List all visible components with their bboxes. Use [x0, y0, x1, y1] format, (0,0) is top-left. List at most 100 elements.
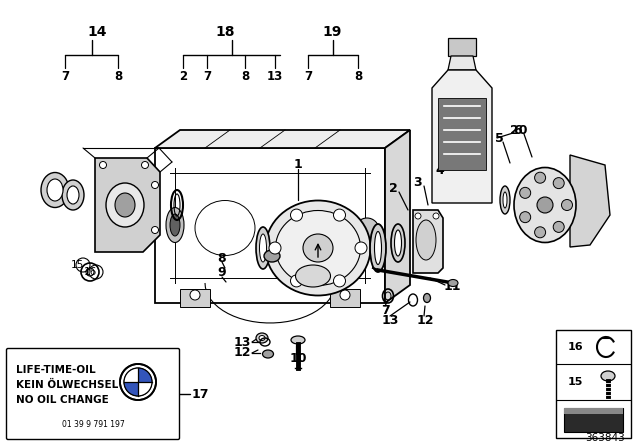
Ellipse shape [503, 192, 507, 208]
Text: 7: 7 [381, 303, 389, 316]
Circle shape [534, 172, 546, 183]
Text: 12: 12 [233, 346, 251, 359]
Circle shape [152, 227, 159, 233]
Text: 9: 9 [218, 267, 227, 280]
Wedge shape [138, 368, 152, 382]
Polygon shape [432, 70, 492, 203]
Circle shape [190, 290, 200, 300]
Polygon shape [155, 130, 410, 148]
Polygon shape [564, 408, 623, 432]
Text: 8: 8 [241, 69, 249, 82]
Circle shape [333, 275, 346, 287]
Ellipse shape [374, 232, 381, 264]
Circle shape [355, 218, 379, 242]
Ellipse shape [394, 230, 401, 256]
Ellipse shape [514, 168, 576, 242]
Circle shape [124, 368, 152, 396]
Circle shape [99, 161, 106, 168]
Wedge shape [124, 382, 138, 396]
Ellipse shape [291, 336, 305, 344]
Bar [330, 289, 360, 307]
Ellipse shape [41, 172, 69, 207]
Text: 8: 8 [114, 69, 122, 82]
Text: 8: 8 [354, 69, 362, 82]
Ellipse shape [67, 186, 79, 204]
Ellipse shape [115, 193, 135, 217]
Ellipse shape [303, 234, 333, 262]
Bar [448, 38, 476, 56]
Circle shape [520, 211, 531, 223]
Ellipse shape [448, 280, 458, 287]
Text: KEIN ÖLWECHSEL: KEIN ÖLWECHSEL [16, 380, 118, 390]
Circle shape [141, 161, 148, 168]
Circle shape [433, 213, 439, 219]
FancyBboxPatch shape [6, 349, 179, 439]
Ellipse shape [370, 224, 386, 272]
Ellipse shape [47, 179, 63, 201]
Ellipse shape [500, 186, 510, 214]
Text: 13: 13 [234, 336, 251, 349]
Text: 6: 6 [514, 124, 522, 137]
Circle shape [553, 177, 564, 189]
Ellipse shape [62, 180, 84, 210]
Circle shape [520, 187, 531, 198]
Text: 2: 2 [179, 69, 187, 82]
Ellipse shape [264, 250, 280, 262]
Bar [564, 408, 623, 414]
Circle shape [152, 181, 159, 189]
Text: 3: 3 [413, 176, 422, 189]
Circle shape [534, 227, 546, 238]
Ellipse shape [259, 336, 265, 340]
Bar [438, 98, 486, 170]
Text: 18: 18 [215, 25, 235, 39]
Circle shape [561, 199, 573, 211]
Text: 13: 13 [267, 69, 283, 82]
Polygon shape [448, 56, 476, 70]
Polygon shape [155, 148, 385, 303]
Text: 16: 16 [83, 267, 97, 277]
Ellipse shape [170, 214, 180, 236]
Text: 13: 13 [381, 314, 399, 327]
Circle shape [553, 221, 564, 233]
Text: 14: 14 [87, 25, 107, 39]
Text: NO OIL CHANGE: NO OIL CHANGE [16, 395, 109, 405]
Text: 7: 7 [304, 69, 312, 82]
Text: 10: 10 [289, 352, 307, 365]
Ellipse shape [416, 220, 436, 260]
Circle shape [291, 275, 303, 287]
Ellipse shape [424, 293, 431, 302]
Bar [180, 289, 210, 307]
Text: 11: 11 [444, 280, 461, 293]
Ellipse shape [391, 224, 405, 262]
Circle shape [291, 209, 303, 221]
Circle shape [333, 209, 346, 221]
Text: 01 39 9 791 197: 01 39 9 791 197 [61, 420, 124, 429]
Text: 7: 7 [61, 69, 69, 82]
Ellipse shape [262, 350, 273, 358]
Ellipse shape [275, 211, 360, 285]
Text: 8: 8 [218, 251, 227, 264]
Circle shape [340, 290, 350, 300]
Polygon shape [570, 155, 610, 247]
Circle shape [415, 213, 421, 219]
Text: 17: 17 [191, 388, 209, 401]
Text: 15: 15 [568, 377, 584, 387]
Text: 363843: 363843 [585, 433, 625, 443]
Ellipse shape [166, 207, 184, 242]
Circle shape [120, 364, 156, 400]
Ellipse shape [601, 371, 615, 381]
Polygon shape [95, 158, 160, 252]
Ellipse shape [259, 234, 266, 262]
Text: 12: 12 [416, 314, 434, 327]
Bar [556, 330, 631, 438]
Ellipse shape [256, 227, 270, 269]
Text: 2: 2 [388, 181, 397, 194]
Circle shape [537, 197, 553, 213]
Text: 1: 1 [294, 159, 302, 172]
Text: 19: 19 [323, 25, 342, 39]
Text: 15: 15 [70, 260, 84, 270]
Ellipse shape [256, 333, 268, 343]
Ellipse shape [266, 201, 371, 296]
Circle shape [269, 242, 281, 254]
Ellipse shape [296, 265, 330, 287]
